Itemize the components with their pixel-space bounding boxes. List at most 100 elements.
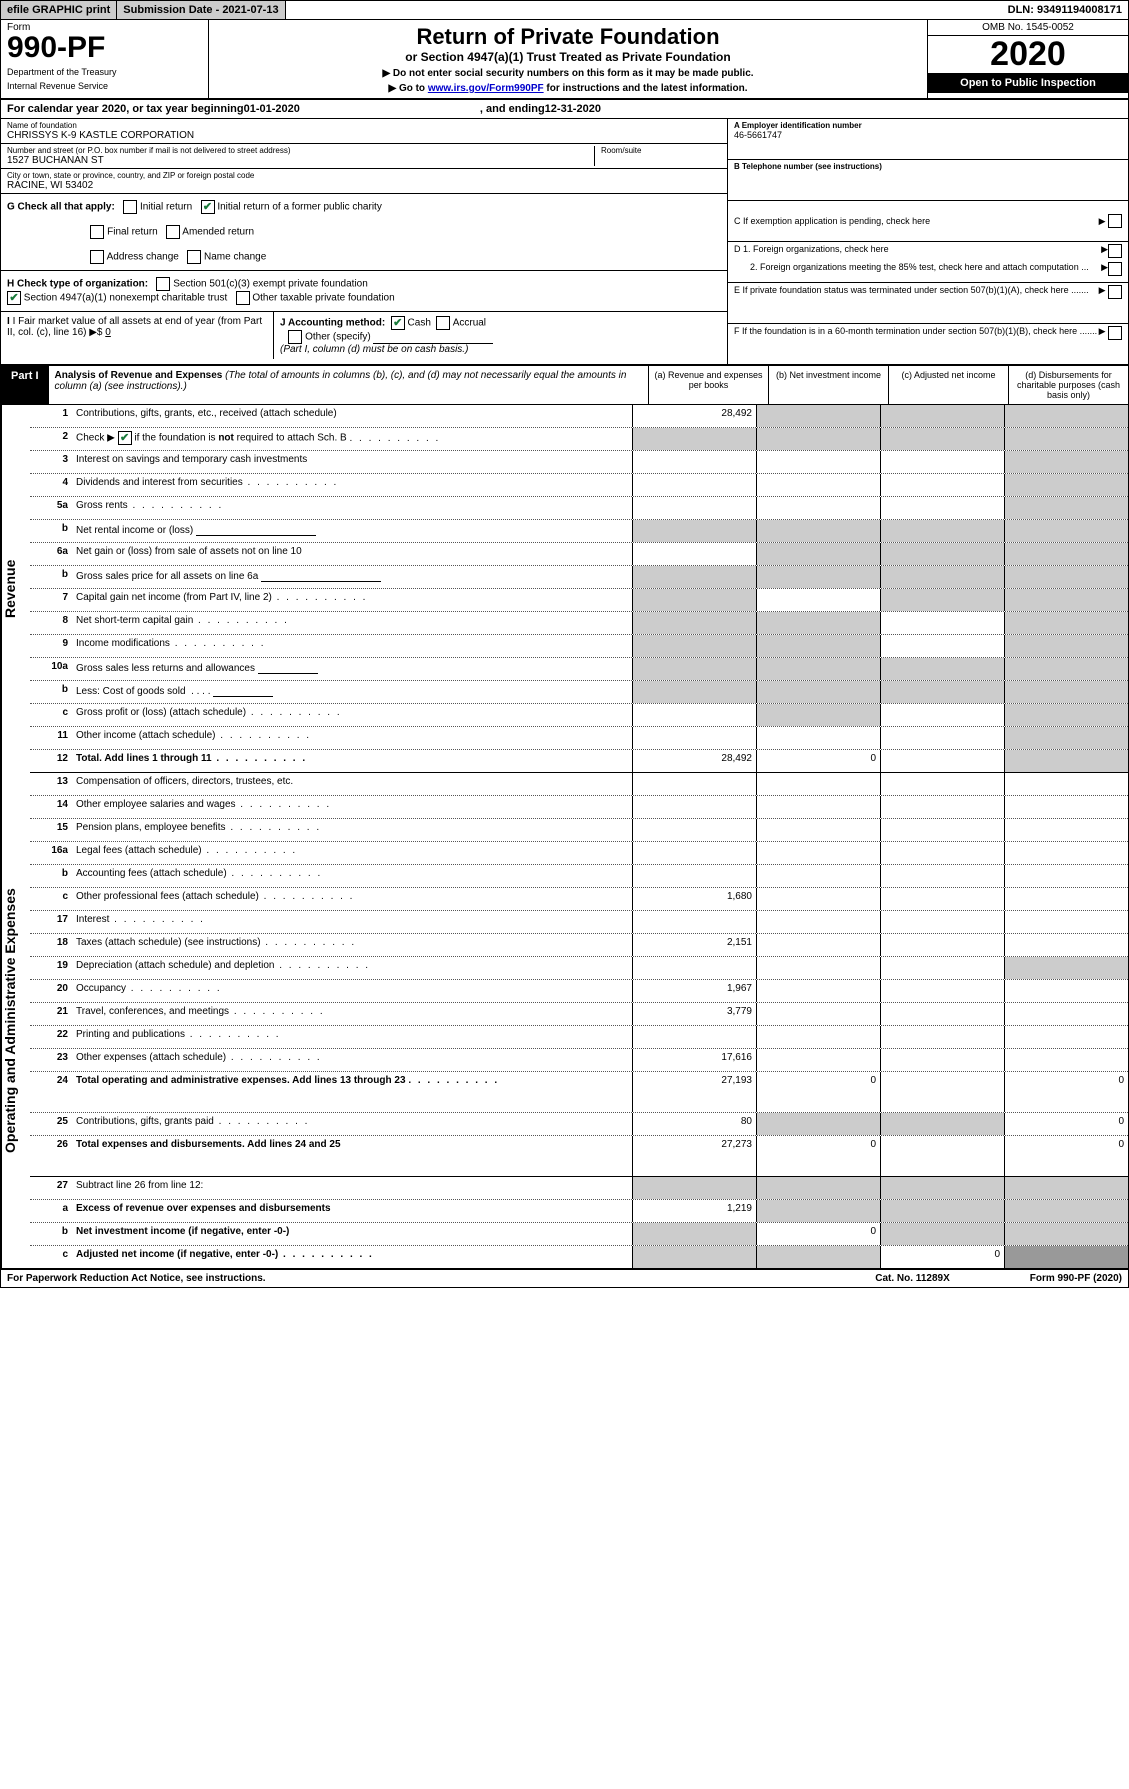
row-val-c [880, 704, 1004, 726]
col-c-header: (c) Adjusted net income [888, 366, 1008, 404]
shaded-cell [1004, 727, 1128, 749]
open-inspection-badge: Open to Public Inspection [928, 73, 1128, 93]
row-val-b [756, 1049, 880, 1071]
row-num: 21 [30, 1003, 72, 1025]
g-label: G Check all that apply: [7, 202, 115, 213]
row-num: 4 [30, 474, 72, 496]
shaded-cell [880, 1177, 1004, 1199]
cash-checkbox[interactable]: ✔ [391, 316, 405, 330]
foundation-name-value: CHRISSYS K-9 KASTLE CORPORATION [7, 130, 721, 141]
ssn-warning: ▶ Do not enter social security numbers o… [217, 68, 919, 79]
shaded-cell [880, 566, 1004, 588]
amended-return-checkbox[interactable] [166, 225, 180, 239]
calendar-year-row: For calendar year 2020, or tax year begi… [1, 100, 1128, 119]
net-rental-input[interactable] [196, 523, 316, 536]
cal-begin: 01-01-2020 [244, 103, 300, 115]
final-return-checkbox[interactable] [90, 225, 104, 239]
row-val-a: 17,616 [632, 1049, 756, 1071]
shaded-cell [880, 405, 1004, 427]
other-method-label: Other (specify) [305, 332, 371, 343]
other-method-input[interactable] [373, 331, 493, 344]
4947-checkbox[interactable]: ✔ [7, 291, 21, 305]
row-desc: Total expenses and disbursements. Add li… [72, 1136, 632, 1176]
row-val-a: 28,492 [632, 405, 756, 427]
row-val-b: 0 [756, 1136, 880, 1176]
other-method-checkbox[interactable] [288, 330, 302, 344]
row-val-a: 28,492 [632, 750, 756, 772]
form-number: 990-PF [7, 33, 202, 63]
row-val-b [756, 911, 880, 933]
row-val-a [632, 451, 756, 473]
sch-b-checkbox[interactable]: ✔ [118, 431, 132, 445]
row-val-c [880, 497, 1004, 519]
shaded-cell [756, 405, 880, 427]
row-num: 12 [30, 750, 72, 772]
row-val-c [880, 612, 1004, 634]
row-num: 16a [30, 842, 72, 864]
accrual-checkbox[interactable] [436, 316, 450, 330]
row-num: 13 [30, 773, 72, 795]
row-desc: Legal fees (attach schedule) [72, 842, 632, 864]
row-num: 2 [30, 428, 72, 450]
other-taxable-label: Other taxable private foundation [252, 293, 394, 304]
gross-sales-input[interactable] [261, 569, 381, 582]
address-change-checkbox[interactable] [90, 250, 104, 264]
row-val-a [632, 819, 756, 841]
other-taxable-checkbox[interactable] [236, 291, 250, 305]
row-val-b [756, 474, 880, 496]
i-value: 0 [105, 327, 111, 338]
shaded-cell [1004, 1200, 1128, 1222]
row-val-b [756, 497, 880, 519]
shaded-cell [1004, 1177, 1128, 1199]
row-val-d: 0 [1004, 1113, 1128, 1135]
row-desc: Other expenses (attach schedule) [72, 1049, 632, 1071]
foundation-name-cell: Name of foundation CHRISSYS K-9 KASTLE C… [1, 119, 727, 144]
row-num: b [30, 865, 72, 887]
cogs-input[interactable] [213, 684, 273, 697]
accrual-label: Accrual [453, 318, 486, 329]
row-val-a [632, 474, 756, 496]
shaded-cell [1004, 589, 1128, 611]
row-val-c [880, 796, 1004, 818]
irs-link[interactable]: www.irs.gov/Form990PF [428, 83, 544, 94]
row-desc: Net gain or (loss) from sale of assets n… [72, 543, 632, 565]
row-val-d [1004, 865, 1128, 887]
d1-checkbox[interactable] [1108, 244, 1122, 258]
form-header: Form 990-PF Department of the Treasury I… [1, 20, 1128, 100]
f-checkbox[interactable] [1108, 326, 1122, 340]
name-change-checkbox[interactable] [187, 250, 201, 264]
c-checkbox[interactable] [1108, 214, 1122, 228]
row-val-b [756, 589, 880, 611]
row-val-b [756, 1003, 880, 1025]
501c3-checkbox[interactable] [156, 277, 170, 291]
d2-checkbox[interactable] [1108, 262, 1122, 276]
shaded-cell [756, 566, 880, 588]
shaded-cell [1004, 474, 1128, 496]
g-check-row: G Check all that apply: Initial return ✔… [1, 194, 727, 270]
gross-sales-returns-input[interactable] [258, 661, 318, 674]
shaded-cell [1004, 497, 1128, 519]
row-desc: Income modifications [72, 635, 632, 657]
shaded-cell [756, 658, 880, 680]
efile-print-button[interactable]: efile GRAPHIC print [1, 1, 117, 19]
c-label: C If exemption application is pending, c… [734, 216, 1099, 226]
part1-title: Analysis of Revenue and Expenses [55, 370, 223, 381]
dln-label: DLN: 93491194008171 [1002, 1, 1128, 19]
row-val-a [632, 704, 756, 726]
row-desc: Net rental income or (loss) [72, 520, 632, 542]
initial-return-checkbox[interactable] [123, 200, 137, 214]
street-block: Number and street (or P.O. box number if… [7, 146, 594, 166]
row-desc: Dividends and interest from securities [72, 474, 632, 496]
row-desc: Check ▶ ✔ if the foundation is not requi… [72, 428, 632, 450]
e-checkbox[interactable] [1108, 285, 1122, 299]
street-value: 1527 BUCHANAN ST [7, 155, 594, 166]
shaded-cell [880, 1113, 1004, 1135]
row-val-a: 1,219 [632, 1200, 756, 1222]
row-val-b [756, 888, 880, 910]
top-bar: efile GRAPHIC print Submission Date - 20… [1, 1, 1128, 20]
goto-instruction: ▶ Go to www.irs.gov/Form990PF for instru… [217, 83, 919, 94]
shaded-cell [756, 428, 880, 450]
shaded-cell [632, 1223, 756, 1245]
row-val-b [756, 451, 880, 473]
initial-former-checkbox[interactable]: ✔ [201, 200, 215, 214]
